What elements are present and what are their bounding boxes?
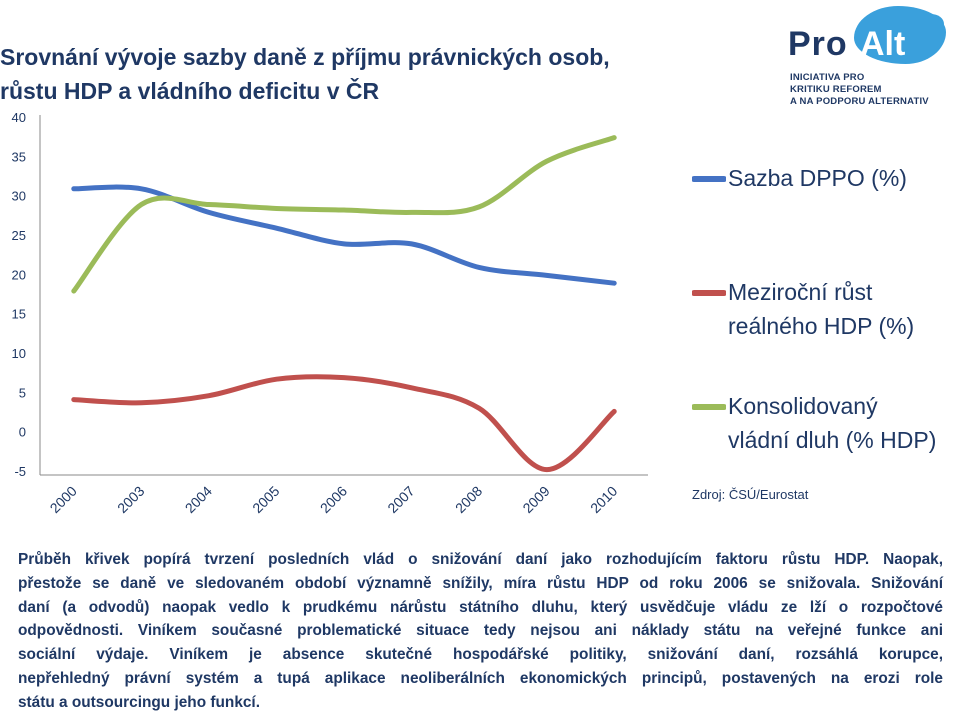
paragraph-line-1: Průběh křivek popírá tvrzení posledních …: [18, 551, 943, 568]
y-tick-label: 20: [12, 267, 26, 282]
title-line-2: růstu HDP a vládního deficitu v ČR: [0, 78, 380, 104]
paragraph-line-5: sociální výdaje. Viníkem je absence skut…: [18, 646, 943, 664]
logo-tagline-1: INICIATIVA PRO: [790, 72, 865, 83]
y-tick-label: 30: [12, 189, 26, 204]
y-tick-label: 15: [12, 307, 26, 322]
paragraph-line-3: daní (a odvodů) naopak vedlo k prudkému …: [18, 598, 943, 616]
x-tick-label: 2005: [249, 483, 282, 516]
title-line-1: Srovnání vývoje sazby daně z příjmu práv…: [0, 44, 610, 70]
y-tick-label: 35: [12, 149, 26, 164]
legend-label-hdp-line-1: Meziroční růst: [728, 279, 873, 305]
paragraph-line-7: státu a outsourcingu jeho funkcí.: [18, 693, 260, 711]
legend-label-dluh-line-1: Konsolidovaný: [728, 393, 878, 419]
paragraph-line-2: přestože se daně ve sledovaném období vý…: [18, 574, 943, 592]
legend-label-hdp-line-2: reálného HDP (%): [728, 313, 915, 339]
y-tick-label: 10: [12, 346, 26, 361]
y-tick-label: 25: [12, 228, 26, 243]
logo-splash-drop-icon: [918, 14, 944, 34]
x-tick-label: 2000: [47, 483, 80, 516]
x-tick-labels: 2000 2003 2004 2005 2006 2007 2008 2009 2010: [47, 483, 621, 516]
y-tick-label: 0: [19, 425, 26, 440]
x-tick-label: 2010: [587, 483, 620, 516]
page-title: Srovnání vývoje sazby daně z příjmu práv…: [0, 40, 680, 108]
x-tick-label: 2004: [182, 483, 215, 516]
legend-swatch-dppo: [692, 176, 726, 182]
logo-tagline-3: A NA PODPORU ALTERNATIV: [790, 96, 929, 107]
x-tick-label: 2009: [519, 483, 552, 516]
x-tick-label: 2008: [452, 483, 485, 516]
logo-word-pro: Pro: [788, 25, 848, 63]
commentary-paragraph: Průběh křivek popírá tvrzení posledních …: [18, 548, 943, 715]
x-tick-label: 2007: [384, 483, 417, 516]
legend-label-dppo: Sazba DPPO (%): [728, 165, 907, 191]
y-tick-label: -5: [14, 464, 26, 479]
legend-swatch-dluh: [692, 404, 726, 410]
series-line-dluh: [71, 135, 617, 294]
logo-word-alt: Alt: [860, 25, 906, 63]
legend-swatch-hdp: [692, 290, 726, 296]
proalt-logo: Pro Alt INICIATIVA PRO KRITIKU REFOREM A…: [788, 6, 958, 111]
paragraph-line-6: nepřehledný právní systém a tupá aplikac…: [18, 669, 943, 687]
logo-tagline-2: KRITIKU REFOREM: [790, 84, 882, 95]
series-line-dppo: [71, 184, 617, 286]
x-tick-label: 2003: [114, 483, 147, 516]
y-tick-label: 5: [19, 385, 26, 400]
y-tick-labels: -5 0 5 10 15 20 25 30 35 40: [12, 110, 26, 479]
series-lines: [71, 135, 617, 473]
x-tick-label: 2006: [317, 483, 350, 516]
paragraph-line-4: odpovědnosti. Viníkem současné problemat…: [18, 622, 943, 640]
series-line-hdp: [71, 374, 617, 473]
source-note: Zdroj: ČSÚ/Eurostat: [692, 487, 809, 502]
legend-label-dluh-line-2: vládní dluh (% HDP): [728, 427, 937, 453]
y-tick-label: 40: [12, 110, 26, 125]
